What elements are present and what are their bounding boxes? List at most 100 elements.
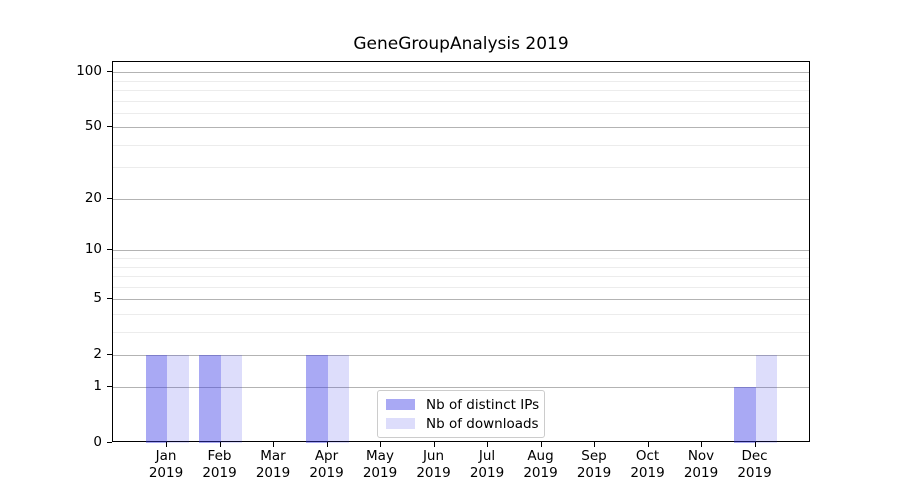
x-tick-label: Jun 2019 xyxy=(390,448,478,482)
bar-distinct-ips-feb xyxy=(199,354,221,443)
x-tick-month: May xyxy=(366,448,394,464)
x-tick-month: Jun xyxy=(422,448,445,464)
x-tick-label: May 2019 xyxy=(336,448,424,482)
minor-gridline xyxy=(113,313,809,315)
minor-gridline xyxy=(113,331,809,333)
y-tick-label: 10 xyxy=(84,241,102,258)
x-tick-mark xyxy=(487,442,488,447)
x-tick-year: 2019 xyxy=(362,465,398,481)
bar-downloads-feb xyxy=(220,354,242,443)
plot-area xyxy=(112,61,810,443)
bar-downloads-jan xyxy=(167,354,189,443)
x-tick-mark xyxy=(273,442,274,447)
minor-gridline xyxy=(113,80,809,82)
x-tick-year: 2019 xyxy=(683,465,719,481)
bar-distinct-ips-apr xyxy=(306,354,328,443)
minor-gridline xyxy=(113,90,809,92)
legend-swatch-downloads xyxy=(386,418,415,429)
major-gridline xyxy=(113,198,809,200)
y-tick-mark xyxy=(107,249,112,251)
x-tick-month: Aug xyxy=(527,448,554,464)
minor-gridline xyxy=(113,144,809,146)
x-tick-month: Apr xyxy=(314,448,339,464)
x-tick-year: 2019 xyxy=(576,465,612,481)
y-tick-label: 20 xyxy=(84,189,102,206)
y-tick-label: 100 xyxy=(76,63,102,80)
y-tick-mark xyxy=(107,298,112,300)
minor-gridline xyxy=(113,167,809,169)
y-tick-mark xyxy=(107,353,112,355)
y-tick-mark xyxy=(107,442,112,443)
x-tick-label: Jul 2019 xyxy=(443,448,531,482)
major-gridline xyxy=(113,72,809,74)
x-tick-mark xyxy=(647,442,649,447)
x-tick-label: Nov 2019 xyxy=(657,448,745,482)
x-tick-mark xyxy=(594,442,595,447)
x-tick-mark xyxy=(701,442,702,447)
x-tick-label: Mar 2019 xyxy=(229,448,317,482)
y-tick-label: 1 xyxy=(93,378,102,395)
x-tick-label: Aug 2019 xyxy=(497,448,585,482)
x-tick-year: 2019 xyxy=(202,465,237,481)
y-tick-mark xyxy=(107,71,112,73)
y-tick-mark xyxy=(107,126,112,128)
x-tick-mark xyxy=(433,442,435,447)
bar-distinct-ips-jan xyxy=(145,354,167,443)
y-tick-label: 0 xyxy=(93,434,102,450)
legend-label-downloads: Nb of downloads xyxy=(426,415,539,432)
x-tick-mark xyxy=(326,442,328,447)
legend-box: Nb of distinct IPs Nb of downloads xyxy=(377,390,545,438)
x-tick-label: Sep 2019 xyxy=(550,448,638,482)
x-tick-year: 2019 xyxy=(630,465,665,481)
legend-entry-distinct-ips: Nb of distinct IPs xyxy=(386,396,540,414)
bar-downloads-apr xyxy=(327,354,349,443)
x-tick-month: Mar xyxy=(260,448,286,464)
x-tick-label: Oct 2019 xyxy=(604,448,692,482)
x-tick-month: Feb xyxy=(207,448,232,464)
minor-gridline xyxy=(113,276,809,278)
x-tick-label: Apr 2019 xyxy=(283,448,371,482)
x-tick-year: 2019 xyxy=(416,465,451,481)
x-tick-month: Sep xyxy=(581,448,607,464)
minor-gridline xyxy=(113,258,809,260)
x-tick-month: Dec xyxy=(741,448,768,464)
x-tick-month: Jan xyxy=(155,448,177,464)
bar-distinct-ips-dec xyxy=(734,387,756,443)
legend-label-distinct-ips: Nb of distinct IPs xyxy=(426,396,540,413)
y-tick-mark xyxy=(107,386,112,388)
major-gridline xyxy=(113,250,809,252)
major-gridline xyxy=(113,354,809,356)
y-tick-label: 50 xyxy=(84,118,102,135)
y-tick-label: 5 xyxy=(93,290,102,307)
minor-gridline xyxy=(113,286,809,288)
x-tick-year: 2019 xyxy=(255,465,291,481)
x-tick-mark xyxy=(754,442,756,447)
x-tick-mark xyxy=(540,442,542,447)
x-tick-mark xyxy=(380,442,381,447)
minor-gridline xyxy=(113,112,809,114)
x-tick-year: 2019 xyxy=(148,465,184,481)
x-tick-year: 2019 xyxy=(469,465,505,481)
legend-entry-downloads: Nb of downloads xyxy=(386,415,539,433)
major-gridline xyxy=(113,387,809,389)
x-tick-month: Oct xyxy=(635,448,660,464)
x-tick-mark xyxy=(219,442,221,447)
major-gridline xyxy=(113,299,809,301)
major-gridline xyxy=(113,127,809,129)
x-tick-year: 2019 xyxy=(523,465,558,481)
x-tick-label: Jan 2019 xyxy=(122,448,210,482)
minor-gridline xyxy=(113,266,809,268)
legend-swatch-distinct-ips xyxy=(386,399,415,410)
x-tick-label: Dec 2019 xyxy=(711,448,799,482)
minor-gridline xyxy=(113,100,809,102)
chart-title: GeneGroupAnalysis 2019 xyxy=(353,34,569,54)
x-tick-month: Nov xyxy=(687,448,715,464)
x-tick-year: 2019 xyxy=(309,465,344,481)
x-tick-label: Feb 2019 xyxy=(176,448,264,482)
y-tick-label: 2 xyxy=(93,345,102,362)
x-tick-mark xyxy=(166,442,167,447)
x-tick-year: 2019 xyxy=(737,465,772,481)
y-tick-mark xyxy=(107,197,112,199)
x-tick-month: Jul xyxy=(478,448,496,464)
